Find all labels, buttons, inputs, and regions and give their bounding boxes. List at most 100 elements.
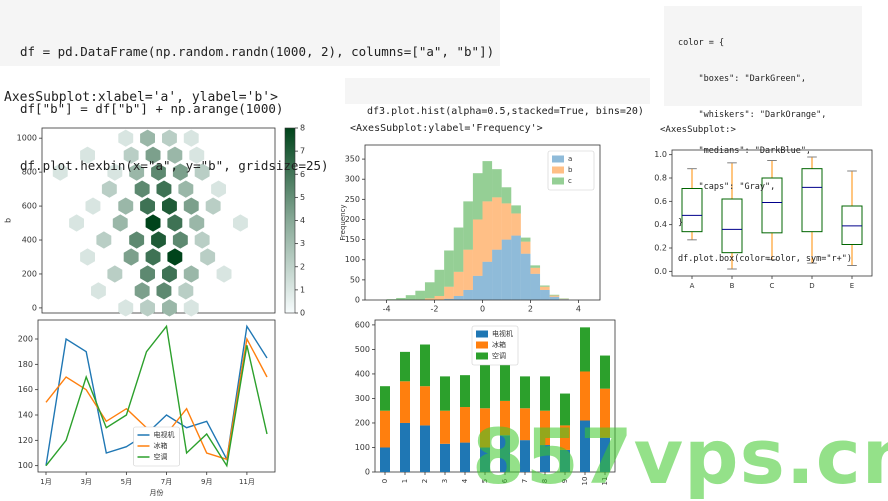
hist-bar — [502, 187, 512, 203]
hex-cell — [167, 214, 182, 231]
hex-cell — [135, 282, 150, 299]
colorbar-tick-label: 2 — [300, 262, 305, 271]
hex-cell — [140, 198, 155, 215]
legend-label: 冰箱 — [154, 441, 168, 450]
bar — [420, 386, 430, 425]
y-tick-label: 1.0 — [654, 150, 667, 159]
hex-cell — [162, 265, 177, 282]
y-axis-label: b — [4, 218, 13, 223]
x-tick-label: 1 — [401, 479, 409, 483]
legend-label: 冰箱 — [492, 340, 506, 349]
hist-bar — [435, 270, 445, 296]
bar — [440, 444, 450, 472]
x-tick-label: B — [730, 282, 735, 290]
bar — [420, 345, 430, 387]
hist-bar — [521, 254, 531, 300]
legend-swatch — [552, 178, 564, 185]
hex-cell — [91, 282, 106, 299]
x-tick-label: 5月 — [121, 478, 132, 486]
x-tick-label: 3月 — [80, 478, 91, 486]
y-tick-label: 0.8 — [654, 174, 667, 183]
code-line: df = pd.DataFrame(np.random.randn(1000, … — [20, 42, 500, 61]
bar — [460, 375, 470, 407]
bar — [600, 356, 610, 389]
y-tick-label: 0 — [32, 303, 37, 312]
y-tick-label: 400 — [22, 236, 37, 245]
bar — [460, 443, 470, 472]
legend-label: c — [568, 177, 572, 185]
hex-cell — [140, 265, 155, 282]
x-tick-label: 3 — [441, 479, 449, 483]
code-cell: df = pd.DataFrame(np.random.randn(1000, … — [0, 0, 500, 66]
hex-cell — [107, 265, 122, 282]
bar — [540, 376, 550, 410]
x-tick-label: 9月 — [201, 478, 212, 486]
hist-bar — [454, 228, 464, 272]
hist-bar — [502, 240, 512, 300]
code-line: df.plot.hexbin(x="a", y="b", gridsize=25… — [20, 156, 500, 175]
hist-bar — [435, 296, 445, 300]
hist-bar — [473, 276, 483, 300]
hex-cell — [151, 231, 166, 248]
x-tick-label: 7月 — [161, 478, 172, 486]
y-tick-label: 0.2 — [654, 244, 667, 253]
legend-label: 空调 — [492, 351, 506, 360]
code-line: color = { — [678, 37, 862, 49]
x-tick-label: 11月 — [239, 478, 255, 486]
hist-bar — [502, 203, 512, 239]
y-tick-label: 200 — [18, 335, 33, 344]
hist-bar — [511, 236, 521, 300]
y-tick-label: 300 — [355, 394, 370, 403]
y-tick-label: 0.0 — [654, 267, 667, 276]
hist-bar — [511, 205, 521, 213]
bar — [440, 411, 450, 444]
x-tick-label: 4 — [576, 305, 581, 314]
code-line: "caps": "Gray", — [678, 181, 862, 193]
hist-bar — [406, 295, 416, 300]
bar — [400, 381, 410, 423]
hist-bar — [444, 287, 454, 299]
hist-bar — [530, 268, 540, 274]
y-tick-label: 200 — [345, 215, 360, 224]
hex-cell — [178, 282, 193, 299]
legend-label: a — [568, 155, 572, 163]
hex-cell — [184, 198, 199, 215]
hist-bar — [463, 290, 473, 300]
y-tick-label: 400 — [355, 369, 370, 378]
hex-cell — [206, 198, 221, 215]
y-tick-label: 100 — [355, 443, 370, 452]
code-cell: color = { "boxes": "DarkGreen", "whisker… — [664, 6, 862, 106]
code-line: "medians": "DarkBlue", — [678, 145, 862, 157]
bar — [400, 352, 410, 381]
y-tick-label: 150 — [345, 235, 360, 244]
hist-bar — [540, 286, 550, 287]
hist-bar — [550, 295, 560, 296]
x-tick-label: 0 — [381, 479, 389, 483]
hist-bar — [463, 250, 473, 290]
hist-bar — [540, 290, 550, 300]
bar — [380, 447, 390, 472]
hist-bar — [550, 297, 560, 300]
x-tick-label: 2 — [528, 305, 533, 314]
bar — [420, 425, 430, 472]
hex-cell — [189, 214, 204, 231]
hist-bar — [415, 291, 425, 300]
y-tick-label: 140 — [18, 411, 33, 420]
code-line: "whiskers": "DarkOrange", — [678, 109, 862, 121]
colorbar-tick-label: 0 — [300, 309, 305, 318]
hex-cell — [162, 299, 177, 316]
output-label: <AxesSubplot:> — [660, 125, 736, 135]
hist-bar — [425, 282, 435, 298]
hist-bar — [540, 287, 550, 290]
bar — [580, 327, 590, 371]
colorbar-tick-label: 4 — [300, 216, 305, 225]
hex-cell — [129, 231, 144, 248]
code-line: } — [678, 217, 862, 229]
x-tick-label: A — [690, 282, 695, 290]
bar — [440, 376, 450, 410]
hex-cell — [80, 248, 95, 265]
watermark: 857vps.cn — [472, 412, 888, 501]
y-tick-label: 200 — [22, 269, 37, 278]
bar — [380, 411, 390, 448]
